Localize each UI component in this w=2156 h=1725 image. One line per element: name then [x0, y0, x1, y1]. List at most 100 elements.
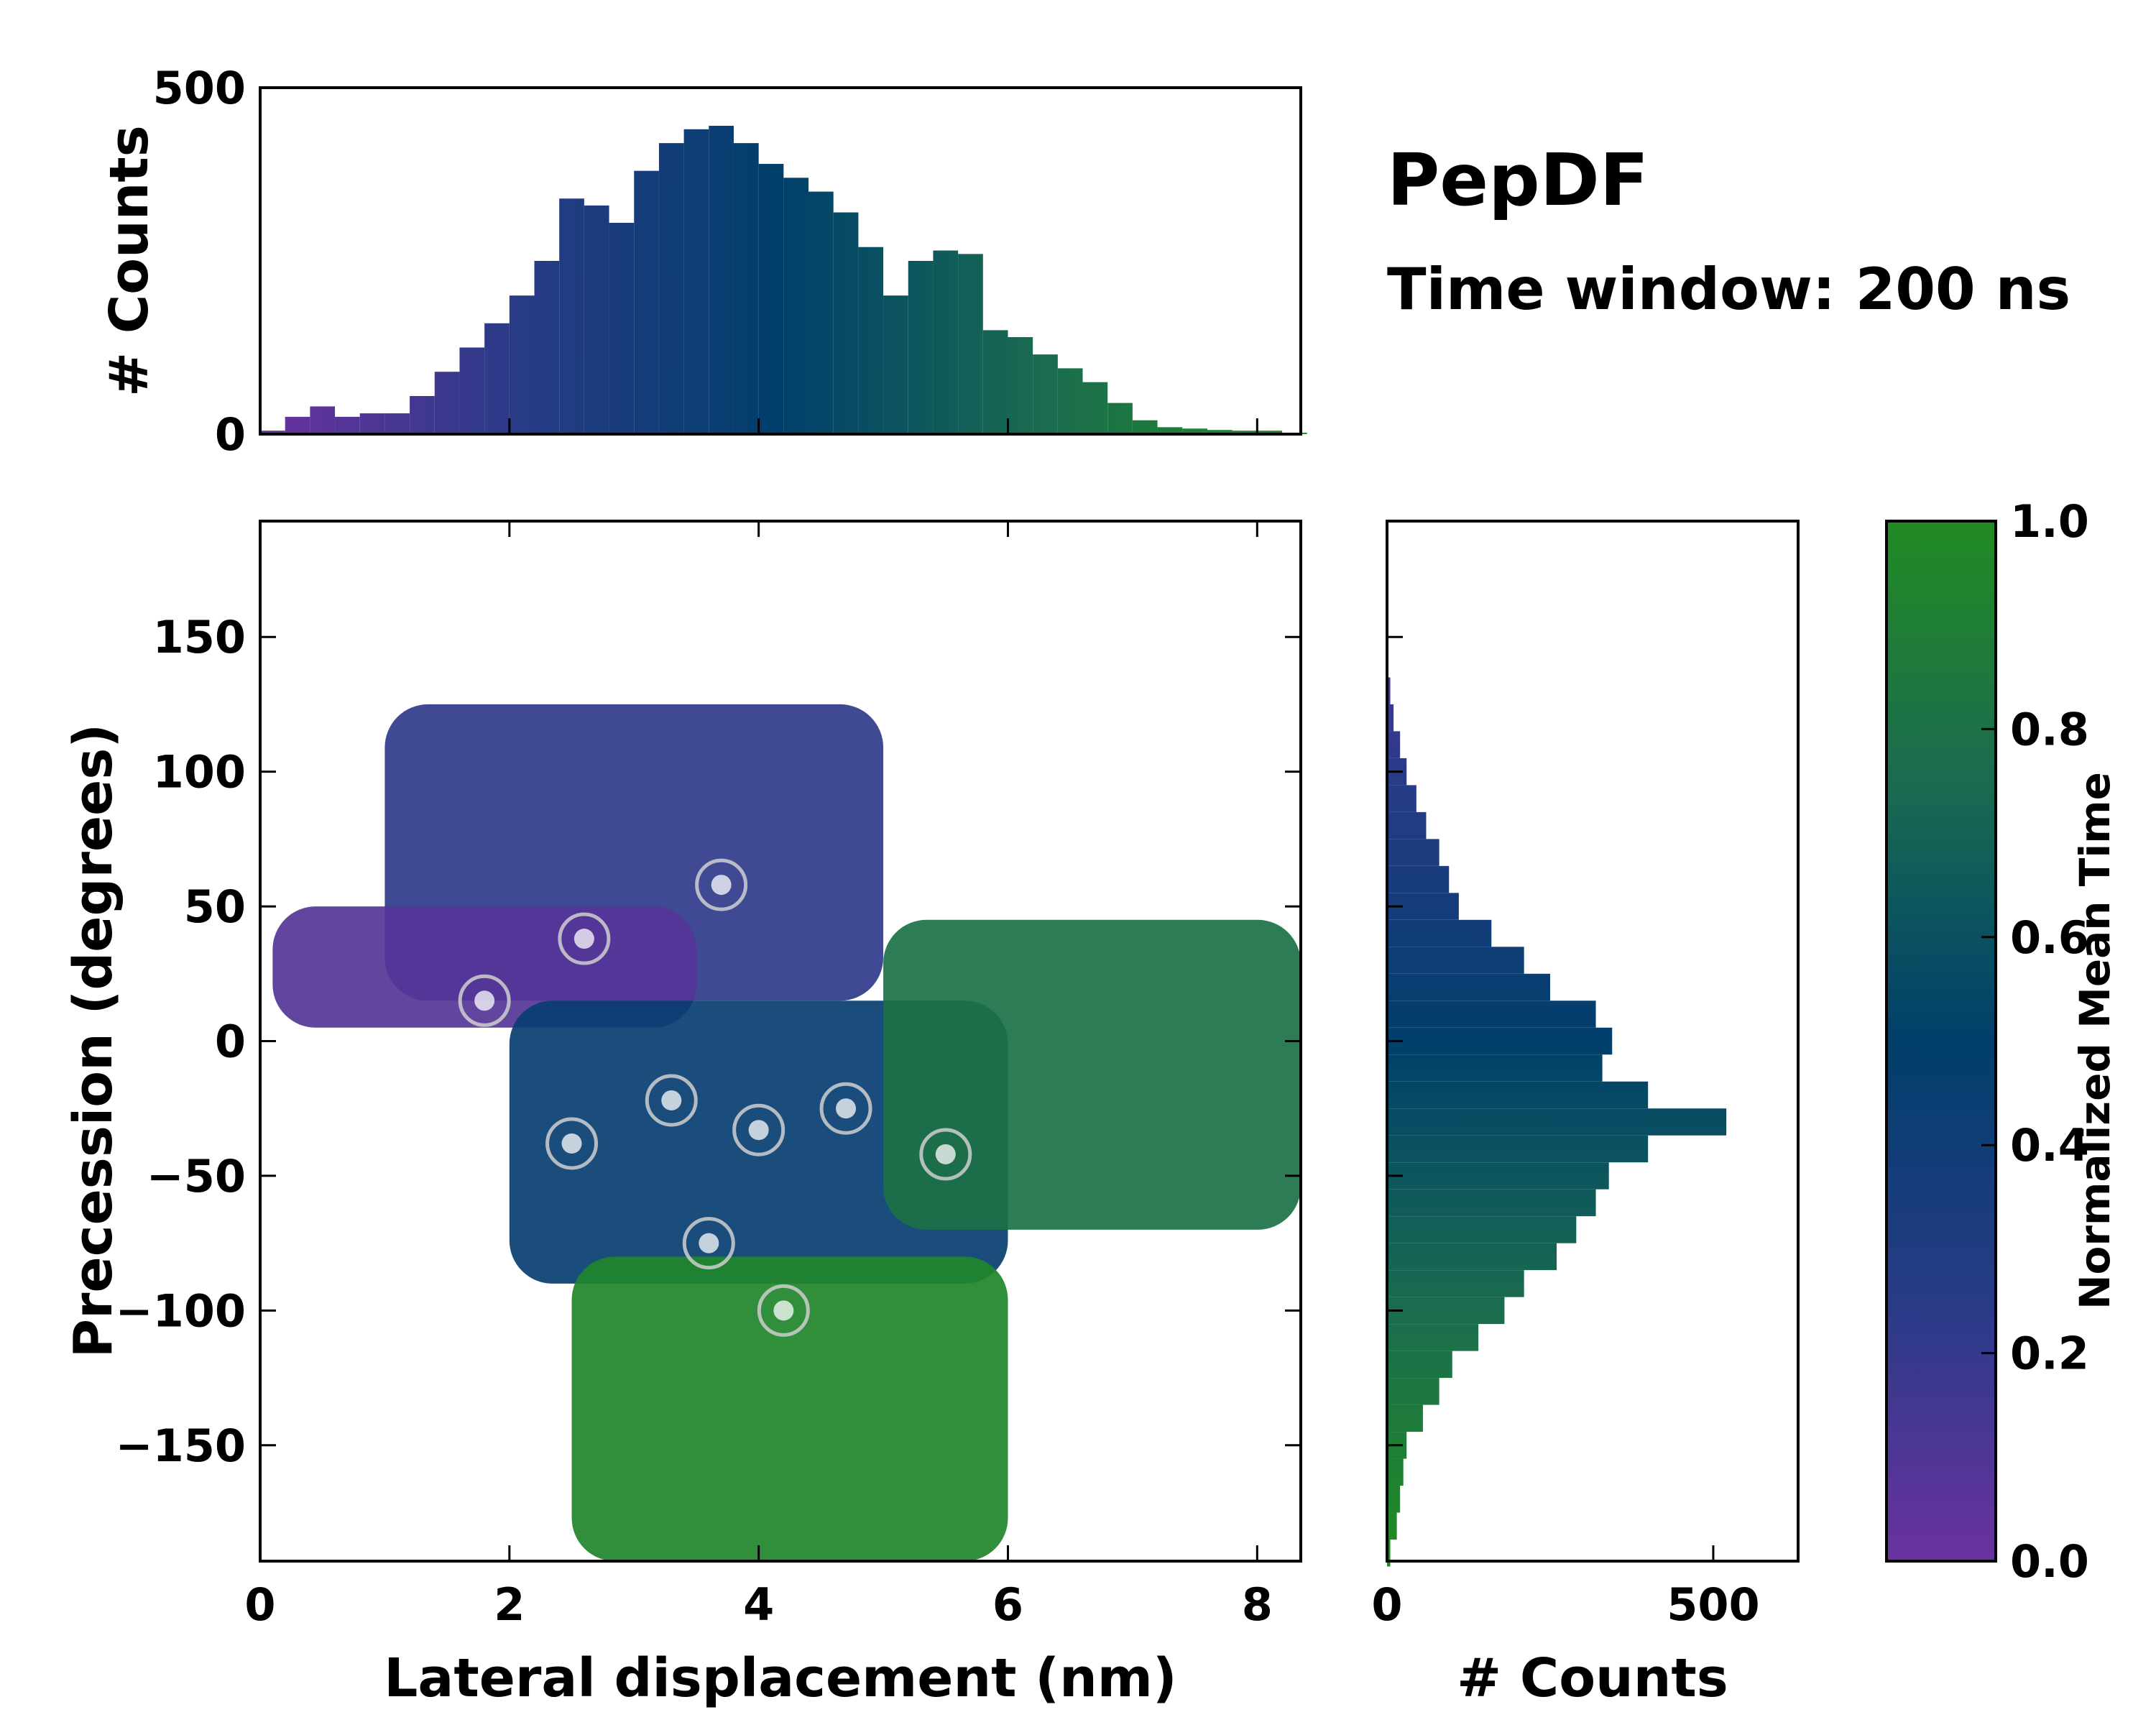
heatmap-xtick-label: 0 [244, 1578, 275, 1631]
heatmap-ytick-label: 100 [153, 746, 246, 799]
colorbar-tick-label: 1.0 [2010, 495, 2089, 548]
density-peak-6 [819, 1082, 872, 1135]
right-hist-bar [1387, 1404, 1423, 1432]
joint-heatmap-panel: 0 2 4 6 8 −150 −100 −50 0 50 100 150 Lateral displa… [63, 520, 1302, 1709]
density-peak-core-2 [711, 875, 732, 896]
density-peak-core-1 [573, 929, 594, 949]
density-peak-core-3 [474, 990, 495, 1011]
top-hist-bar [758, 164, 784, 435]
top-hist-ylabel: # Counts [98, 125, 160, 397]
right-hist-bar [1387, 1162, 1609, 1190]
colorbar-tick-label: 0.2 [2010, 1328, 2089, 1380]
heatmap-xtick-label: 4 [743, 1578, 774, 1631]
top-hist-ytick-label: 500 [153, 62, 246, 114]
top-hist-bar [310, 406, 336, 434]
top-hist-bar [1057, 368, 1083, 434]
top-hist-bar [285, 416, 310, 434]
right-hist-bar [1387, 1378, 1439, 1405]
heatmap-xtick-label: 6 [992, 1578, 1023, 1631]
density-peak-core-8 [935, 1144, 956, 1164]
heatmap-ticks: 0 2 4 6 8 −150 −100 −50 0 50 100 150 [116, 521, 1301, 1631]
heatmap-ylabel: Precession (degrees) [63, 724, 124, 1358]
right-hist-bar [1387, 1540, 1391, 1567]
top-hist-bar [1107, 402, 1133, 434]
top-hist-bar [410, 395, 435, 434]
top-hist-bar [384, 413, 410, 434]
heatmap-region-4 [883, 919, 1301, 1230]
top-hist-bar [1008, 337, 1033, 434]
top-hist-bar [434, 372, 460, 434]
top-hist-bar [1207, 430, 1233, 434]
top-hist-bars [260, 126, 1307, 435]
heatmap-ytick-label: 150 [153, 611, 246, 663]
top-hist-bar [1257, 431, 1282, 434]
heatmap-ytick-label: 0 [215, 1016, 246, 1068]
top-hist-frame [259, 86, 1302, 436]
colorbar-tick-label: 0.0 [2010, 1535, 2089, 1588]
right-hist-bar [1387, 1135, 1649, 1163]
right-hist-bar [1387, 731, 1401, 758]
heatmap-xlabel: Lateral displacement (nm) [384, 1647, 1176, 1709]
colorbar-tick-label: 0.4 [2010, 1119, 2089, 1172]
right-hist-bars [1387, 677, 1727, 1567]
top-hist-bar [808, 191, 834, 434]
top-hist-bar [733, 143, 759, 434]
top-hist-bar [1232, 431, 1258, 434]
top-hist-bar [908, 261, 934, 434]
top-hist-bar [833, 212, 859, 434]
top-hist-bar [634, 170, 659, 434]
right-hist-bar [1387, 1351, 1452, 1379]
right-hist-bar [1387, 1189, 1596, 1217]
density-peak-core-9 [773, 1300, 794, 1321]
heatmap-frame [259, 520, 1302, 1563]
right-hist-bar [1387, 973, 1550, 1001]
top-hist-bar [958, 254, 983, 434]
top-hist-bar [534, 261, 560, 434]
top-hist-bar [260, 431, 285, 434]
heatmap-ytick-label: −50 [147, 1150, 246, 1202]
density-peaks [458, 858, 972, 1337]
heatmap-region-3 [509, 1000, 1008, 1284]
top-hist-ytick-label: 0 [215, 408, 246, 461]
right-hist-bar [1387, 839, 1439, 866]
top-hist-bar [858, 247, 884, 434]
density-peak-core-5 [748, 1120, 769, 1141]
colorbar-tick-label: 0.8 [2010, 703, 2089, 755]
heatmap-ytick-label: −100 [116, 1284, 246, 1337]
top-hist-bar [1182, 428, 1207, 434]
heatmap-regions [272, 704, 1301, 1561]
density-peak-7 [545, 1117, 599, 1170]
density-peak-3 [458, 974, 511, 1027]
right-hist-bar [1387, 1000, 1596, 1028]
top-hist-bar [459, 347, 485, 434]
density-peak-2 [695, 858, 748, 911]
right-hist-bar [1387, 1108, 1727, 1136]
colorbar-frame [1885, 520, 1997, 1563]
top-marginal-histogram: 0 500 # Counts [98, 62, 1307, 461]
right-hist-bar [1387, 1458, 1404, 1486]
top-hist-bar [609, 222, 635, 434]
right-hist-bar [1387, 1270, 1524, 1297]
right-hist-xlabel: # Counts [1457, 1647, 1728, 1709]
right-hist-bar [1387, 1324, 1479, 1351]
right-hist-bar [1387, 919, 1492, 947]
colorbar: 0.0 0.2 0.4 0.6 0.8 1.0 Normalized Mean Time [1885, 495, 2119, 1588]
density-peak-4 [645, 1074, 698, 1127]
top-hist-bar [883, 295, 908, 434]
colorbar-ticks: 0.0 0.2 0.4 0.6 0.8 1.0 [1981, 495, 2089, 1588]
right-hist-bar [1387, 1027, 1613, 1055]
right-hist-xtick-label: 0 [1371, 1578, 1402, 1631]
density-peak-core-6 [836, 1098, 857, 1119]
density-peak-5 [732, 1103, 786, 1156]
top-hist-bar [783, 178, 809, 434]
density-peak-1 [558, 912, 611, 965]
top-hist-bar [1157, 427, 1183, 434]
right-hist-bar [1387, 811, 1427, 840]
top-hist-bar [559, 198, 584, 434]
right-hist-bar [1387, 677, 1391, 704]
heatmap-xtick-label: 2 [494, 1578, 525, 1631]
right-marginal-histogram: 0 500 # Counts [1371, 520, 1800, 1709]
heatmap-ytick-label: −150 [116, 1420, 246, 1472]
top-hist-bar [1033, 354, 1058, 434]
